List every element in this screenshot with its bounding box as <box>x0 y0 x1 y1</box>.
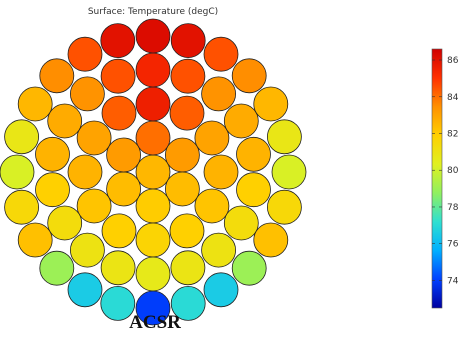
strand-ring-3 <box>201 76 237 112</box>
colorbar-ticks: 86 84 82 80 78 76 74 <box>432 56 459 286</box>
strand-ring-4 <box>266 189 302 225</box>
strand-ring-2 <box>76 188 112 224</box>
strand-ring-4 <box>253 222 289 258</box>
strand-ring-3 <box>170 58 206 94</box>
strand-ring-3 <box>223 103 259 139</box>
colorbar-tick-label: 76 <box>447 240 459 250</box>
strand-ring-4 <box>4 189 40 225</box>
strand-ring-4 <box>17 222 53 258</box>
strand-ring-2 <box>101 95 137 131</box>
strand-ring-4 <box>231 250 267 286</box>
strand-ring-3 <box>70 76 105 112</box>
strand-ring-2 <box>194 188 230 224</box>
strand-ring-1 <box>164 137 200 173</box>
strand-ring-3 <box>35 136 70 172</box>
strand-ring-3 <box>47 103 83 139</box>
strand-ring-4 <box>266 119 302 155</box>
colorbar-tick-label: 82 <box>447 129 458 139</box>
strand-ring-1 <box>135 188 171 224</box>
strand-ring-3 <box>135 52 171 88</box>
strand-ring-3 <box>47 205 83 241</box>
strand-ring-3 <box>35 172 70 208</box>
strand-ring-4 <box>271 154 307 190</box>
conductor-caption: ACSR <box>129 312 181 333</box>
colorbar-tick-label: 74 <box>447 276 459 286</box>
strand-ring-4 <box>39 250 75 286</box>
colorbar-tick-label: 84 <box>447 93 459 103</box>
colorbar-tick-label: 86 <box>447 56 459 66</box>
strand-ring-4 <box>253 86 289 122</box>
conductor-cross-section <box>0 18 307 326</box>
strand-ring-1 <box>106 137 141 173</box>
strand-ring-3 <box>170 250 206 286</box>
strand-ring-2 <box>169 95 205 131</box>
strand-ring-3 <box>100 250 136 286</box>
strand-ring-3 <box>100 58 136 94</box>
strand-ring-4 <box>135 18 171 54</box>
strand-ring-4 <box>100 285 136 321</box>
strand-ring-3 <box>70 232 105 268</box>
strand-ring-3 <box>135 256 171 292</box>
strand-ring-1 <box>164 171 200 207</box>
strand-ring-4 <box>39 58 75 94</box>
colorbar-tick-label: 80 <box>447 166 459 176</box>
strand-ring-4 <box>203 272 239 308</box>
strand-ring-4 <box>67 272 103 308</box>
strand-ring-1 <box>135 120 171 156</box>
strand-ring-2 <box>194 120 230 156</box>
colorbar-tick-label: 78 <box>447 203 459 213</box>
strand-ring-3 <box>236 136 271 172</box>
strand-ring-2 <box>135 86 171 122</box>
strand-ring-2 <box>169 213 205 249</box>
strand-ring-4 <box>100 23 136 58</box>
strand-ring-4 <box>135 290 171 326</box>
strand-ring-2 <box>135 222 171 258</box>
strand-ring-2 <box>203 154 239 190</box>
colorbar-bar <box>431 48 443 309</box>
plot-title: Surface: Temperature (degC) <box>87 7 219 17</box>
strand-ring-4 <box>170 285 206 321</box>
strand-core <box>135 154 171 190</box>
strand-ring-4 <box>203 36 239 72</box>
colorbar: 86 84 82 80 78 76 74 <box>431 48 459 309</box>
strand-ring-4 <box>4 119 40 155</box>
strand-ring-3 <box>236 172 271 208</box>
strand-ring-2 <box>67 154 103 190</box>
strand-ring-2 <box>101 213 137 249</box>
strand-ring-4 <box>0 154 35 190</box>
strand-ring-4 <box>170 23 206 58</box>
strand-ring-4 <box>17 86 53 122</box>
strand-ring-4 <box>231 58 267 94</box>
strand-ring-2 <box>76 120 112 156</box>
strand-ring-3 <box>201 232 237 268</box>
strand-ring-1 <box>106 171 141 207</box>
strand-ring-3 <box>223 205 259 241</box>
strand-ring-4 <box>67 36 103 72</box>
